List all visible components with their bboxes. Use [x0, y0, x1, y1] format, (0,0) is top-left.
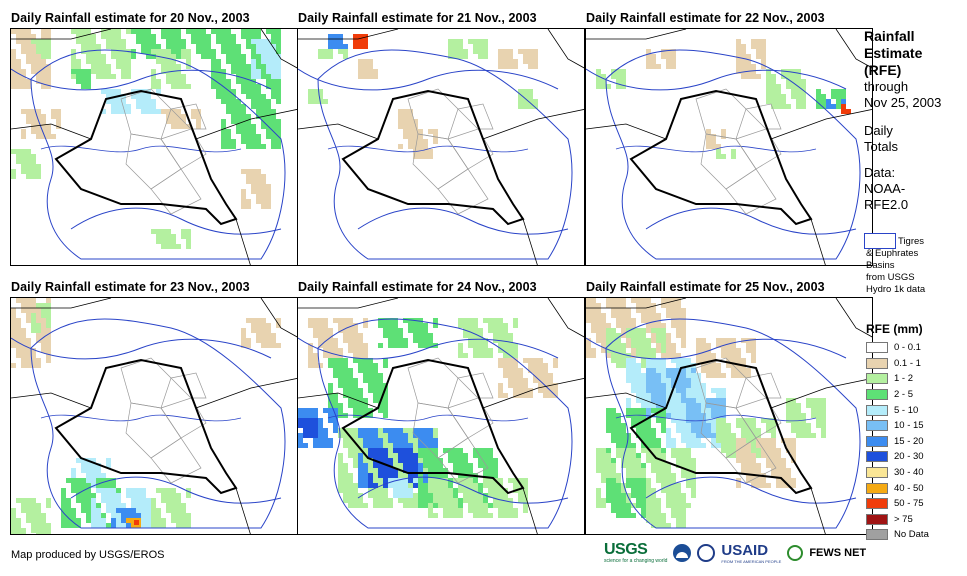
usaid-seal-icon — [697, 543, 716, 562]
usgs-wordmark: USGS — [604, 541, 648, 558]
legend-swatch — [866, 529, 888, 541]
legend-swatch — [866, 451, 888, 463]
legend-label: No Data — [894, 529, 929, 541]
legend-row: 15 - 20 — [866, 434, 929, 450]
side-date: Nov 25, 2003 — [864, 95, 942, 110]
map-nov-23 — [10, 297, 298, 535]
legend-row: 50 - 75 — [866, 496, 929, 512]
legend-swatch — [866, 342, 888, 354]
side-title-1: Rainfall — [864, 28, 915, 44]
usgs-logo: USGS science for a changing world — [604, 541, 667, 564]
legend-title: RFE (mm) — [866, 322, 923, 336]
legend-label: 15 - 20 — [894, 435, 924, 447]
side-data-source-2: RFE2.0 — [864, 197, 909, 212]
legend-row: 20 - 30 — [866, 449, 929, 465]
map-nov-21 — [297, 28, 585, 266]
rfe-legend: RFE (mm) 0 - 0.1 0.1 - 1 1 - 2 2 - 5 5 - 10 1… — [866, 322, 929, 543]
legend-swatch — [866, 404, 888, 416]
side-daily: Daily — [864, 123, 893, 138]
legend-label: 1 - 2 — [894, 373, 914, 385]
basin-line-3: Basins — [866, 260, 895, 271]
side-totals: Totals — [864, 139, 898, 154]
usaid-wordmark: USAID — [721, 541, 769, 559]
map-nov-20 — [10, 28, 298, 266]
legend-label: 50 - 75 — [894, 498, 924, 510]
side-data-source-1: NOAA- — [864, 181, 906, 196]
legend-label: 20 - 30 — [894, 451, 924, 463]
fews-net-wordmark: FEWS NET — [809, 546, 867, 559]
legend-row: No Data — [866, 527, 929, 543]
panel-title-3: Daily Rainfall estimate for 22 Nov., 200… — [586, 11, 825, 25]
side-through: through — [864, 79, 909, 94]
basin-line-5: Hydro 1k data — [866, 284, 926, 295]
legend-swatch — [866, 373, 888, 385]
usaid-logo: USAID FROM THE AMERICAN PEOPLE — [721, 542, 781, 564]
panel-title-2: Daily Rainfall estimate for 21 Nov., 200… — [298, 11, 537, 25]
legend-row: 10 - 15 — [866, 418, 929, 434]
basin-legend-text: Tigres & Euphrates Basins from USGS Hydr… — [866, 236, 925, 296]
legend-row: 40 - 50 — [866, 480, 929, 496]
side-data-label: Data: — [864, 165, 896, 180]
legend-row: 0.1 - 1 — [866, 356, 929, 372]
fews-net-icon — [787, 544, 804, 561]
legend-swatch — [866, 420, 888, 432]
basin-line-1: Tigres — [898, 236, 925, 247]
legend-label: > 75 — [894, 513, 913, 525]
panel-title-6: Daily Rainfall estimate for 25 Nov., 200… — [586, 280, 825, 294]
basin-line-4: from USGS — [866, 272, 915, 283]
legend-label: 30 - 40 — [894, 467, 924, 479]
side-title-3: (RFE) — [864, 62, 902, 78]
legend-label: 40 - 50 — [894, 482, 924, 494]
side-title-2: Estimate — [864, 45, 923, 61]
basin-legend-swatch — [864, 233, 896, 249]
map-nov-25 — [585, 297, 873, 535]
legend-swatch — [866, 467, 888, 479]
legend-row: 30 - 40 — [866, 465, 929, 481]
legend-row: 2 - 5 — [866, 387, 929, 403]
legend-row: 0 - 0.1 — [866, 340, 929, 356]
legend-label: 0 - 0.1 — [894, 342, 921, 354]
legend-swatch — [866, 482, 888, 494]
map-nov-22 — [585, 28, 873, 266]
usaid-tagline: FROM THE AMERICAN PEOPLE — [721, 558, 782, 564]
legend-swatch — [866, 513, 888, 525]
legend-label: 0.1 - 1 — [894, 357, 921, 369]
panel-title-5: Daily Rainfall estimate for 24 Nov., 200… — [298, 280, 537, 294]
legend-swatch — [866, 389, 888, 401]
legend-swatch — [866, 498, 888, 510]
legend-row: 1 - 2 — [866, 371, 929, 387]
legend-label: 2 - 5 — [894, 389, 914, 401]
legend-swatch — [866, 435, 888, 447]
legend-row: > 75 — [866, 512, 929, 528]
basin-line-2: & Euphrates — [866, 248, 919, 259]
side-info: Rainfall Estimate (RFE) through Nov 25, … — [864, 28, 941, 213]
partner-logos: USGS science for a changing world USAID … — [604, 541, 866, 564]
map-credit: Map produced by USGS/EROS — [11, 549, 165, 561]
legend-label: 10 - 15 — [894, 420, 924, 432]
noaa-seal-icon — [673, 543, 692, 562]
legend-label: 5 - 10 — [894, 404, 919, 416]
legend-row: 5 - 10 — [866, 402, 929, 418]
legend-swatch — [866, 357, 888, 369]
panel-title-1: Daily Rainfall estimate for 20 Nov., 200… — [11, 11, 250, 25]
panel-title-4: Daily Rainfall estimate for 23 Nov., 200… — [11, 280, 250, 294]
map-nov-24 — [297, 297, 585, 535]
usgs-tagline: science for a changing world — [604, 558, 668, 564]
